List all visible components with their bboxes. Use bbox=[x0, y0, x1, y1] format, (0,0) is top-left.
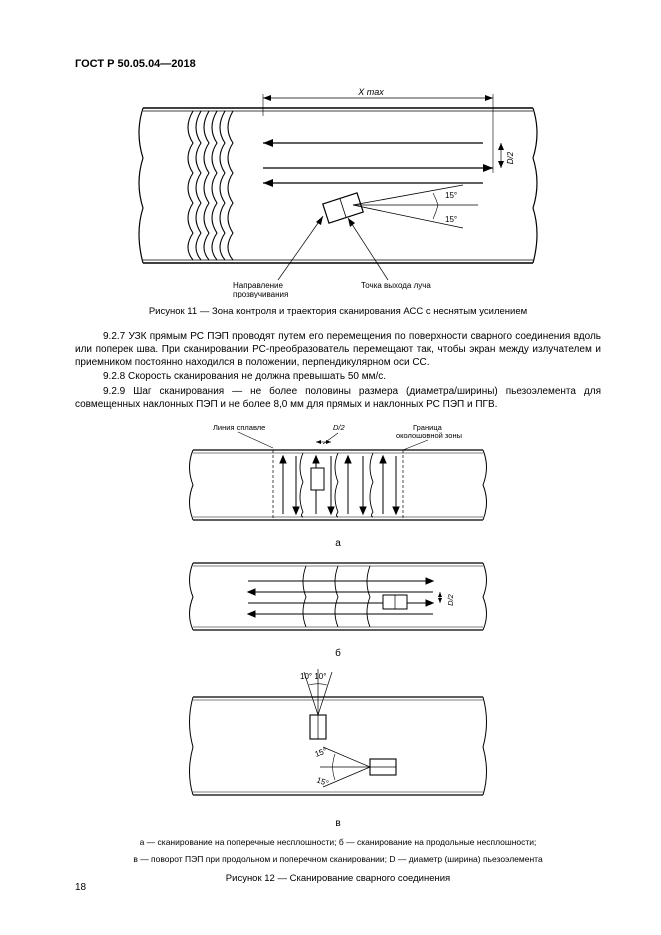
figure-11-svg: X max D/2 15° 15° bbox=[123, 88, 553, 298]
page: ГОСТ Р 50.05.04—2018 bbox=[0, 0, 661, 935]
figure-12: Линия сплавле D/2 Граница околошовной зо… bbox=[178, 422, 498, 829]
d2-label: D/2 bbox=[506, 151, 515, 164]
para-927: 9.2.7 УЗК прямым РС ПЭП проводят путем е… bbox=[75, 331, 601, 369]
xmax-label: X max bbox=[357, 88, 384, 97]
fig12-top-mid: D/2 bbox=[333, 423, 346, 432]
fig12-legend-a: а — сканирование на поперечные несплошно… bbox=[75, 837, 601, 848]
figure-12c: 10° 10° 15° 15° bbox=[178, 667, 498, 812]
figure-12a: Линия сплавле D/2 Граница околошовной зо… bbox=[178, 422, 498, 532]
fig12-top-left: Линия сплавле bbox=[213, 423, 265, 432]
angle-label-1: 15° bbox=[445, 191, 457, 200]
angle-label-2: 15° bbox=[445, 215, 457, 224]
figure-12-caption: Рисунок 12 — Сканирование сварного соеди… bbox=[75, 873, 601, 884]
figure-11-caption: Рисунок 11 — Зона контроля и траектория … bbox=[75, 306, 601, 317]
fig11-label-2: Точка выхода луча bbox=[361, 281, 431, 290]
fig11-label-1: Направление bbox=[233, 281, 284, 290]
fig11-label-1b: прозвучивания bbox=[233, 290, 288, 298]
page-number: 18 bbox=[75, 882, 86, 893]
figure-11: X max D/2 15° 15° bbox=[123, 88, 553, 298]
d2-label-b: D/2 bbox=[446, 593, 455, 606]
fig12-top-right-2: околошовной зоны bbox=[396, 431, 462, 440]
angle-c2b: 15° bbox=[315, 775, 329, 788]
angle-c1: 10° 10° bbox=[300, 672, 326, 681]
fig12-legend-b: в — поворот ПЭП при продольном и попереч… bbox=[75, 854, 601, 865]
para-928: 9.2.8 Скорость сканирования не должна пр… bbox=[75, 371, 601, 384]
fig12-sublabel-c: в bbox=[178, 818, 498, 829]
document-header: ГОСТ Р 50.05.04—2018 bbox=[75, 58, 601, 70]
fig12-sublabel-b: б bbox=[178, 648, 498, 659]
fig12-sublabel-a: а bbox=[178, 538, 498, 549]
figure-12b: D/2 bbox=[178, 557, 498, 642]
para-929: 9.2.9 Шаг сканирования — не более полови… bbox=[75, 386, 601, 412]
